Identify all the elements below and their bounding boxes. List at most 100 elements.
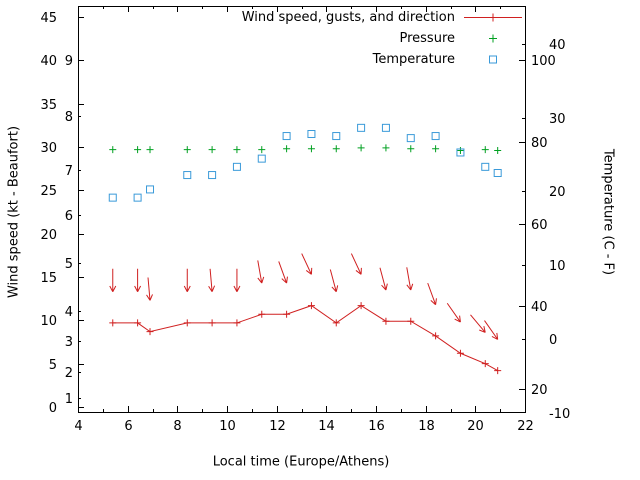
- data-point-square: [431, 132, 440, 141]
- beaufort-tick-label: 3: [65, 335, 73, 350]
- data-point-square: [332, 132, 341, 141]
- wind-direction-arrow: [301, 253, 313, 275]
- wind-direction-arrow: [427, 282, 437, 306]
- data-point-plus: [208, 319, 216, 327]
- data-point-square: [232, 162, 241, 171]
- f-tick-label: 20: [531, 383, 548, 398]
- wind-direction-arrow: [350, 253, 362, 275]
- wind-direction-arrow: [109, 268, 117, 292]
- wind-direction-arrow: [134, 268, 142, 292]
- data-point-plus: [481, 360, 489, 368]
- legend-label-temperature: Temperature: [372, 52, 455, 67]
- wind-speed-series: [109, 302, 502, 375]
- beaufort-tick-label: 1: [65, 392, 73, 407]
- beaufort-tick-label: 9: [65, 54, 73, 69]
- c-tick-label: 20: [549, 185, 566, 200]
- kt-tick-label: 45: [40, 11, 57, 26]
- right-axis-ticks: 20 40 60 80 100 -10 0 10 20 30 40: [519, 38, 570, 422]
- data-point-plus: [432, 332, 440, 340]
- beaufort-tick-label: 6: [65, 209, 73, 224]
- wind-direction-arrows: [109, 253, 499, 340]
- c-tick-label: 10: [549, 259, 566, 274]
- data-point-plus: [183, 319, 191, 327]
- data-point-square: [357, 123, 366, 132]
- x-tick-label: 14: [318, 419, 335, 434]
- data-point-plus: [407, 145, 415, 153]
- wind-direction-arrow: [183, 268, 191, 292]
- c-tick-label: -10: [549, 407, 570, 422]
- kt-tick-label: 5: [49, 358, 57, 373]
- data-point-square: [381, 123, 390, 132]
- x-tick-label: 4: [74, 419, 82, 434]
- c-tick-label: 40: [549, 38, 566, 53]
- data-point-square: [282, 132, 291, 141]
- data-point-plus: [183, 146, 191, 154]
- wind-line-plus-sample-icon: [464, 13, 522, 22]
- x-tick-label: 20: [467, 419, 484, 434]
- data-point-plus: [456, 349, 464, 357]
- c-tick-label: 0: [549, 333, 557, 348]
- data-point-square: [108, 193, 117, 202]
- f-tick-label: 60: [531, 218, 548, 233]
- data-point-plus: [494, 146, 502, 154]
- data-point-plus: [494, 367, 502, 375]
- legend-row-wind: Wind speed, gusts, and direction: [190, 7, 525, 28]
- blue-open-square-sample-icon: [489, 55, 497, 64]
- x-tick-label: 10: [219, 419, 236, 434]
- data-point-plus: [432, 145, 440, 153]
- beaufort-tick-label: 8: [65, 110, 73, 125]
- x-tick-label: 8: [173, 419, 181, 434]
- data-point-plus: [146, 146, 154, 154]
- legend-row-temperature: Temperature: [190, 49, 525, 70]
- data-point-square: [481, 162, 490, 171]
- wind-direction-arrow: [208, 268, 216, 293]
- kt-tick-label: 35: [40, 98, 57, 113]
- wind-direction-arrow: [470, 314, 486, 333]
- data-point-plus: [109, 319, 117, 327]
- data-point-plus: [283, 145, 291, 153]
- wind-direction-arrow: [278, 261, 288, 284]
- x-tick-label: 16: [368, 419, 385, 434]
- data-point-square: [406, 134, 415, 143]
- x-tick-label: 18: [418, 419, 435, 434]
- data-point-plus: [258, 146, 266, 154]
- beaufort-tick-label: 7: [65, 164, 73, 179]
- wind-direction-arrow: [329, 269, 339, 293]
- x-tick-label: 22: [517, 419, 534, 434]
- data-point-plus: [332, 145, 340, 153]
- f-tick-label: 40: [531, 300, 548, 315]
- legend-label-wind: Wind speed, gusts, and direction: [241, 10, 455, 25]
- data-point-square: [307, 130, 316, 138]
- data-point-plus: [208, 146, 216, 154]
- data-point-plus: [357, 144, 365, 152]
- kt-tick-label: 40: [40, 54, 57, 69]
- beaufort-tick-label: 5: [65, 257, 73, 272]
- f-tick-label: 100: [531, 54, 556, 69]
- kt-tick-label: 15: [40, 271, 57, 286]
- data-point-plus: [382, 144, 390, 152]
- data-point-square: [133, 193, 142, 202]
- wind-direction-arrow: [446, 302, 461, 323]
- wind-direction-arrow: [233, 268, 241, 292]
- legend-label-pressure: Pressure: [399, 31, 455, 46]
- data-point-square: [208, 171, 217, 180]
- x-axis-title: Local time (Europe/Athens): [212, 454, 390, 470]
- temperature-series: [108, 123, 502, 202]
- data-point-plus: [357, 302, 365, 310]
- data-point-plus: [146, 328, 154, 336]
- kt-tick-label: 10: [40, 314, 57, 329]
- x-axis-ticks: 4 6 8 10 12 14 16 18 20 22: [74, 6, 534, 434]
- data-point-plus: [233, 319, 241, 327]
- data-point-square: [493, 169, 502, 177]
- data-point-plus: [407, 317, 415, 325]
- wind-speed-line: [112, 305, 498, 372]
- data-point-square: [456, 148, 465, 157]
- kt-tick-label: 25: [40, 184, 57, 199]
- data-point-plus: [307, 145, 315, 153]
- data-point-square: [257, 154, 266, 163]
- data-point-plus: [382, 317, 390, 325]
- x-tick-label: 6: [124, 419, 132, 434]
- wind-direction-arrow: [379, 267, 388, 291]
